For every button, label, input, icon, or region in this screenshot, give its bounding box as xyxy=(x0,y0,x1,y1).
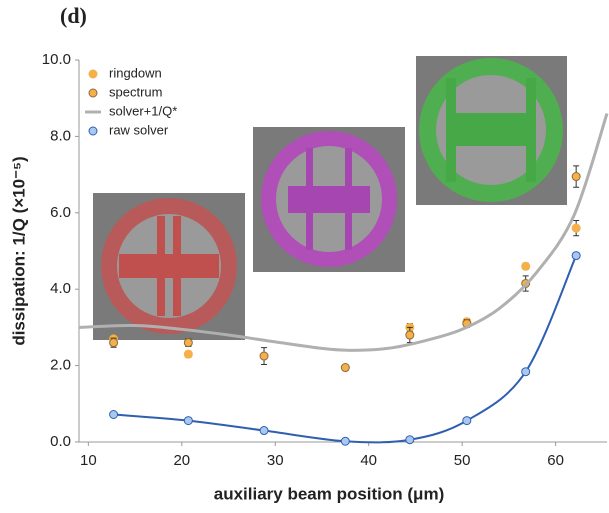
y-tick-label: 10.0 xyxy=(42,51,71,68)
legend-label: ringdown xyxy=(109,65,162,80)
point xyxy=(183,416,193,426)
legend-label: solver+1/Q* xyxy=(109,103,177,118)
point xyxy=(340,363,350,373)
legend-label: spectrum xyxy=(109,84,162,99)
x-axis-label: auxiliary beam position (μm) xyxy=(214,484,445,503)
legend-swatch xyxy=(88,126,98,136)
y-tick-label: 0.0 xyxy=(50,433,71,450)
legend-label: raw solver xyxy=(109,122,169,137)
x-tick-label: 30 xyxy=(267,452,284,469)
point xyxy=(571,172,581,182)
point xyxy=(405,330,415,340)
point xyxy=(462,416,472,426)
point xyxy=(521,367,531,377)
inset-magenta xyxy=(253,127,405,272)
point xyxy=(109,409,119,419)
y-tick-label: 6.0 xyxy=(50,204,71,221)
legend-swatch xyxy=(88,69,98,79)
point xyxy=(571,223,581,233)
legend-swatch xyxy=(88,88,98,98)
x-tick-label: 50 xyxy=(454,452,471,469)
x-tick-label: 20 xyxy=(173,452,190,469)
y-tick-label: 8.0 xyxy=(50,127,71,144)
point xyxy=(259,351,269,361)
point xyxy=(340,436,350,446)
y-axis-label: dissipation: 1/Q (×10⁻⁵) xyxy=(9,156,28,345)
series-line xyxy=(78,113,609,352)
x-tick-label: 60 xyxy=(547,452,564,469)
chart-title: (d) xyxy=(60,3,87,28)
point xyxy=(571,251,581,261)
inset-green xyxy=(416,56,567,205)
x-tick-label: 40 xyxy=(360,452,377,469)
y-tick-label: 2.0 xyxy=(50,357,71,374)
point xyxy=(405,435,415,445)
x-tick-label: 10 xyxy=(80,452,97,469)
point xyxy=(109,338,119,348)
point xyxy=(183,338,193,348)
point xyxy=(521,261,531,271)
y-tick-label: 4.0 xyxy=(50,280,71,297)
inset-red xyxy=(93,193,245,340)
point xyxy=(183,349,193,359)
point xyxy=(259,426,269,436)
